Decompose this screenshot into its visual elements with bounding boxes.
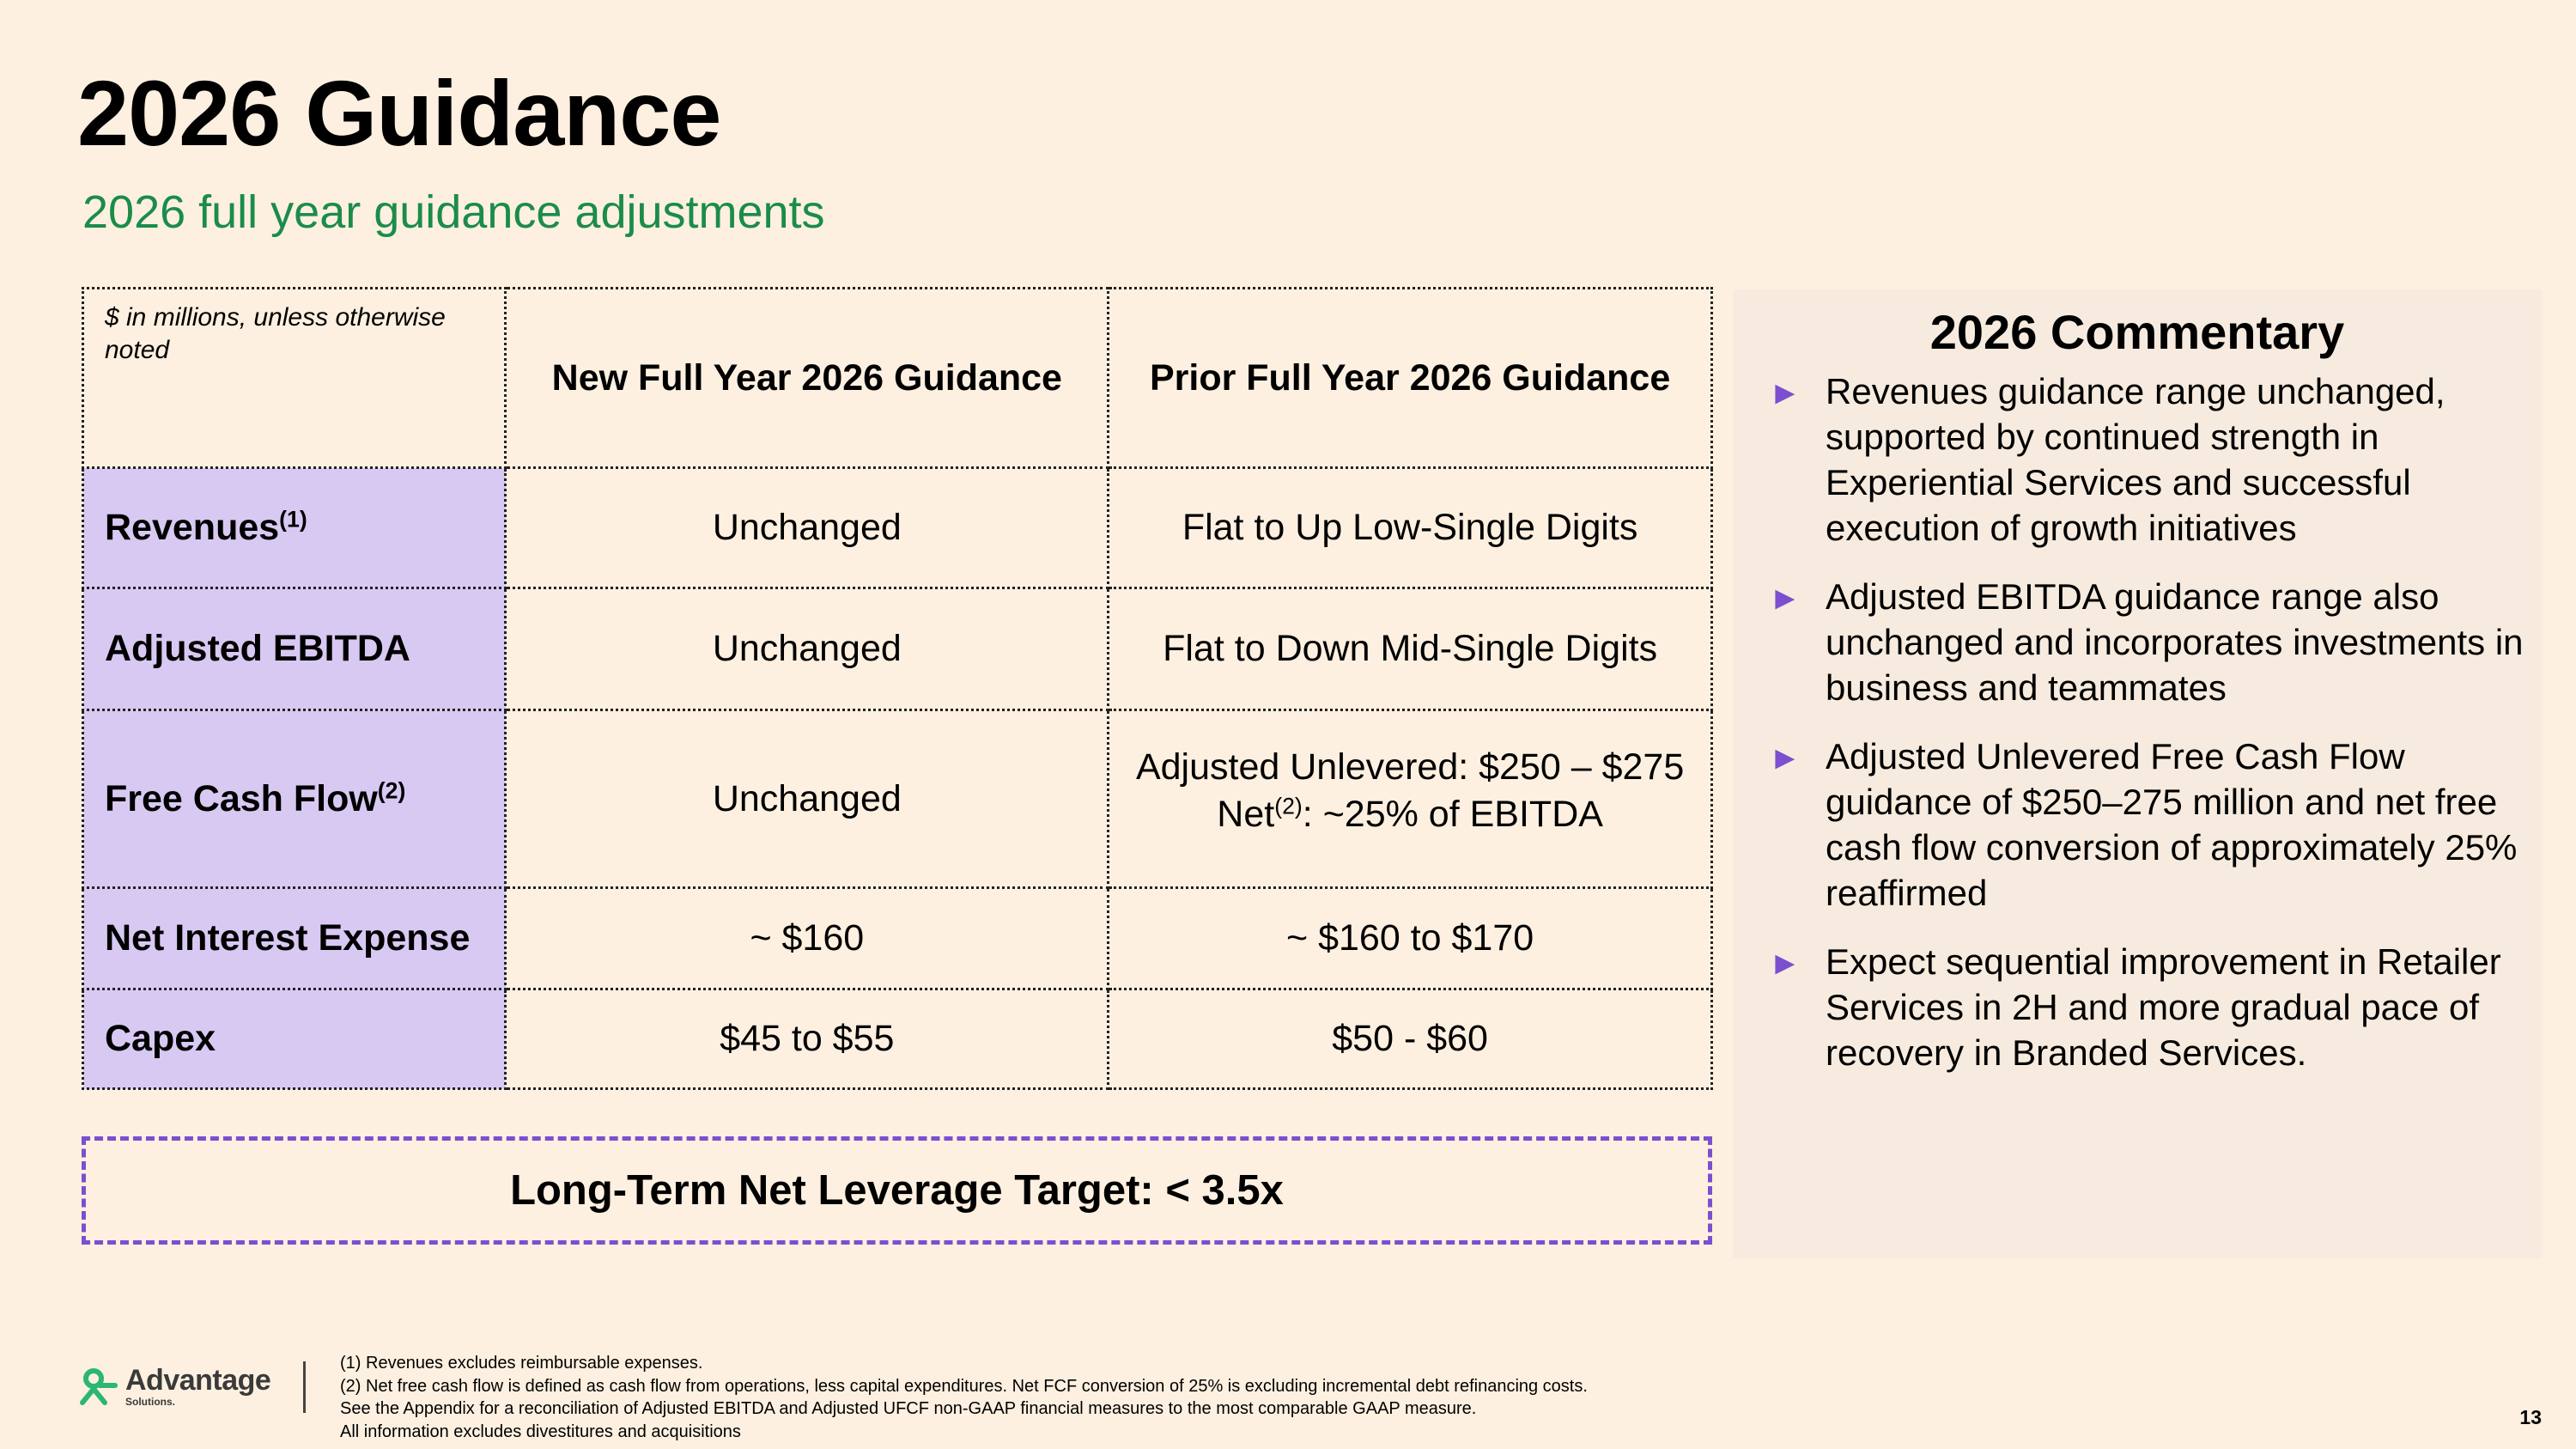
footnote-1: (1) Revenues excludes reimbursable expen… (340, 1354, 703, 1373)
table-row: Adjusted EBITDA Unchanged Flat to Down M… (81, 587, 1713, 711)
prior-fcf-net: Net(2): ~25% of EBITDA (1217, 793, 1603, 835)
prior-guidance-cell: Flat to Up Low-Single Digits (1107, 466, 1713, 589)
new-guidance-cell: Unchanged (504, 587, 1110, 711)
prior-guidance-cell: $50 - $60 (1107, 988, 1713, 1090)
column-header-prior: Prior Full Year 2026 Guidance (1107, 287, 1713, 469)
advantage-logo-icon (80, 1368, 118, 1405)
row-label-free-cash-flow: Free Cash Flow(2) (81, 709, 507, 889)
leverage-target-text: Long-Term Net Leverage Target: < 3.5x (510, 1167, 1284, 1214)
commentary-title: 2026 Commentary (1929, 305, 2345, 359)
logo-sub: Solutions. (125, 1396, 175, 1408)
new-guidance-cell: $45 to $55 (504, 988, 1110, 1090)
logo-name: Advantage (125, 1364, 271, 1397)
table-row: Revenues(1) Unchanged Flat to Up Low-Sin… (81, 466, 1713, 589)
footnote-marker: (1) (279, 506, 307, 533)
table-row: Net Interest Expense ~ $160 ~ $160 to $1… (81, 886, 1713, 990)
company-logo: Advantage Solutions. (79, 1364, 271, 1408)
units-note: $ in millions, unless otherwise noted (81, 287, 507, 469)
page-number: 13 (2519, 1406, 2542, 1428)
list-item: ► Revenues guidance range unchanged, supp… (1769, 371, 2445, 548)
table-row: Capex $45 to $55 $50 - $60 (81, 988, 1713, 1090)
new-guidance-cell: ~ $160 (504, 886, 1110, 990)
footnote-marker: (2) (377, 776, 406, 803)
footnote-3: See the Appendix for a reconciliation of… (340, 1399, 1477, 1418)
guidance-table: $ in millions, unless otherwise noted Ne… (81, 287, 1713, 1090)
page-title: 2026 Guidance (77, 61, 721, 165)
page-subtitle: 2026 full year guidance adjustments (82, 186, 825, 238)
column-header-new: New Full Year 2026 Guidance (504, 287, 1110, 469)
footnote-4: All information excludes divestitures an… (340, 1422, 741, 1441)
new-guidance-cell: Unchanged (504, 466, 1110, 589)
triangle-right-icon: ► (1769, 581, 1801, 617)
row-label-net-interest-expense: Net Interest Expense (81, 886, 507, 990)
footer-divider (303, 1361, 306, 1413)
row-label-adjusted-ebitda: Adjusted EBITDA (81, 587, 507, 711)
leverage-target-box: Long-Term Net Leverage Target: < 3.5x (82, 1136, 1712, 1245)
commentary-list: ► Revenues guidance range unchanged, supp… (1769, 368, 2524, 1099)
row-label-revenues: Revenues(1) (81, 466, 507, 589)
triangle-right-icon: ► (1769, 946, 1801, 982)
table-header-row: $ in millions, unless otherwise noted Ne… (81, 287, 1713, 469)
table-row: Free Cash Flow(2) Unchanged Adjusted Unl… (81, 709, 1713, 889)
list-item: ► Adjusted Unlevered Free Cash Flow guida… (1769, 736, 2518, 913)
triangle-right-icon: ► (1769, 740, 1801, 776)
prior-guidance-cell: Flat to Down Mid-Single Digits (1107, 587, 1713, 711)
list-item: ► Adjusted EBITDA guidance range also unc… (1769, 576, 2524, 708)
commentary-panel: 2026 Commentary ► Revenues guidance range… (1733, 289, 2542, 1258)
new-guidance-cell: Unchanged (504, 709, 1110, 889)
prior-fcf-unlevered: Adjusted Unlevered: $250 – $275 (1135, 746, 1685, 788)
prior-guidance-cell: Adjusted Unlevered: $250 – $275 Net(2): … (1107, 709, 1713, 889)
triangle-right-icon: ► (1769, 375, 1801, 411)
list-item: ► Expect sequential improvement in Retail… (1769, 941, 2501, 1073)
prior-guidance-cell: ~ $160 to $170 (1107, 886, 1713, 990)
footnote-2: (2) Net free cash flow is defined as cas… (340, 1376, 1588, 1396)
footnotes: (1) Revenues excludes reimbursable expen… (340, 1352, 1588, 1443)
row-label-capex: Capex (81, 988, 507, 1090)
